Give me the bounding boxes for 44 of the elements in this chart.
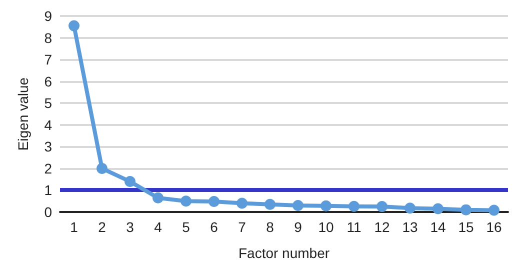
point — [180, 196, 192, 207]
x-tick-label: 10 — [318, 219, 334, 235]
x-tick-label: 11 — [346, 219, 362, 235]
x-tick-label: 8 — [266, 219, 274, 235]
y-tick-label: 7 — [44, 52, 52, 68]
point — [236, 198, 248, 209]
x-tick-label: 12 — [374, 219, 390, 235]
y-tick-label: 3 — [44, 138, 52, 155]
point — [432, 203, 444, 214]
x-tick-label: 9 — [294, 219, 302, 235]
x-tick-label: 3 — [126, 219, 134, 235]
y-tick-label: 9 — [44, 8, 52, 24]
x-tick-label: 16 — [486, 219, 502, 235]
x-tick-label: 14 — [430, 219, 446, 235]
x-tick-label: 7 — [238, 219, 246, 235]
x-tick-label: 2 — [98, 219, 106, 235]
y-tick-label: 0 — [44, 204, 52, 220]
point — [404, 202, 416, 214]
x-tick-label: 13 — [402, 219, 418, 235]
x-tick-label: 15 — [458, 219, 474, 235]
y-tick-label: 5 — [44, 95, 52, 112]
point — [320, 200, 332, 212]
x-tick-label: 4 — [154, 219, 162, 235]
point — [96, 162, 108, 174]
point — [460, 204, 472, 216]
point — [208, 196, 220, 208]
point — [264, 198, 276, 210]
x-axis-title: Factor number — [238, 245, 330, 261]
y-tick-label: 1 — [44, 182, 52, 198]
y-tick-label: 6 — [44, 73, 52, 90]
y-tick-label: 8 — [44, 30, 52, 46]
x-tick-label: 1 — [70, 219, 78, 235]
point — [124, 176, 136, 188]
y-tick-label: 2 — [44, 160, 52, 176]
x-tick-label: 5 — [182, 219, 190, 235]
point — [348, 200, 360, 212]
x-tick-label: 6 — [210, 219, 218, 235]
point — [68, 20, 80, 32]
point — [376, 201, 388, 212]
y-axis-title: Eigen value — [15, 77, 31, 151]
y-tick-label: 4 — [44, 116, 52, 133]
point — [488, 204, 500, 216]
point — [152, 192, 164, 204]
point — [292, 200, 304, 211]
